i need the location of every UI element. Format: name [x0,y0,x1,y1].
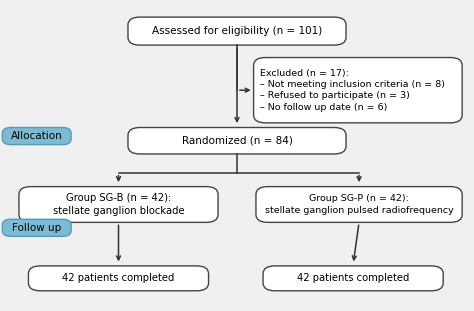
FancyBboxPatch shape [128,17,346,45]
FancyBboxPatch shape [254,58,462,123]
Text: Excluded (n = 17):
– Not meeting inclusion criteria (n = 8)
– Refused to partici: Excluded (n = 17): – Not meeting inclusi… [260,68,445,112]
FancyBboxPatch shape [28,266,209,291]
Text: Assessed for eligibility (n = 101): Assessed for eligibility (n = 101) [152,26,322,36]
Text: 42 patients completed: 42 patients completed [297,273,410,283]
Text: 42 patients completed: 42 patients completed [62,273,175,283]
Text: Randomized (n = 84): Randomized (n = 84) [182,136,292,146]
FancyBboxPatch shape [2,128,71,145]
FancyBboxPatch shape [2,219,71,236]
FancyBboxPatch shape [128,128,346,154]
Text: Allocation: Allocation [11,131,63,141]
Text: Group SG-P (n = 42):
stellate ganglion pulsed radiofrequency: Group SG-P (n = 42): stellate ganglion p… [264,194,454,215]
FancyBboxPatch shape [19,187,218,222]
FancyBboxPatch shape [263,266,443,291]
Text: Follow up: Follow up [12,223,61,233]
Text: Group SG-B (n = 42):
stellate ganglion blockade: Group SG-B (n = 42): stellate ganglion b… [53,193,184,216]
FancyBboxPatch shape [256,187,462,222]
